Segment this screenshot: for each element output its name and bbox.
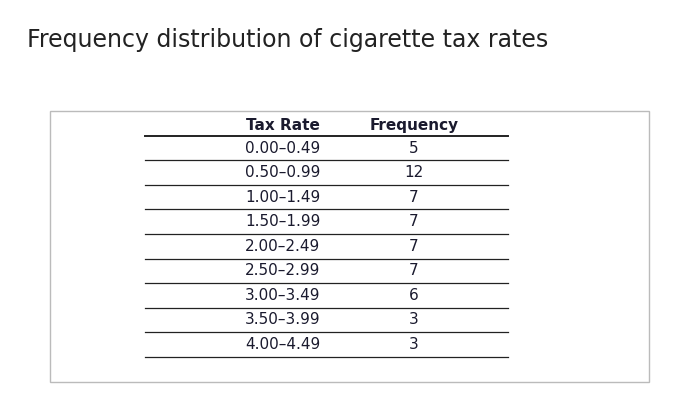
Text: 2.00–2.49: 2.00–2.49 <box>245 239 320 254</box>
Text: 6: 6 <box>409 288 419 303</box>
Text: 3: 3 <box>409 337 419 352</box>
Text: 3.50–3.99: 3.50–3.99 <box>245 312 320 327</box>
Text: Tax Rate: Tax Rate <box>246 118 320 133</box>
Text: 7: 7 <box>409 239 419 254</box>
Text: 12: 12 <box>404 165 423 180</box>
Text: 0.00–0.49: 0.00–0.49 <box>245 141 320 156</box>
Text: 5: 5 <box>409 141 419 156</box>
Text: 0.50–0.99: 0.50–0.99 <box>245 165 320 180</box>
Text: 1.00–1.49: 1.00–1.49 <box>245 190 320 205</box>
Text: 1.50–1.99: 1.50–1.99 <box>245 214 320 229</box>
Text: Frequency distribution of cigarette tax rates: Frequency distribution of cigarette tax … <box>27 28 548 52</box>
Text: 3.00–3.49: 3.00–3.49 <box>245 288 320 303</box>
Text: Frequency: Frequency <box>369 118 458 133</box>
Text: 7: 7 <box>409 214 419 229</box>
Text: 3: 3 <box>409 312 419 327</box>
Text: 4.00–4.49: 4.00–4.49 <box>245 337 320 352</box>
Text: 7: 7 <box>409 190 419 205</box>
Text: 2.50–2.99: 2.50–2.99 <box>245 263 320 278</box>
Text: 7: 7 <box>409 263 419 278</box>
